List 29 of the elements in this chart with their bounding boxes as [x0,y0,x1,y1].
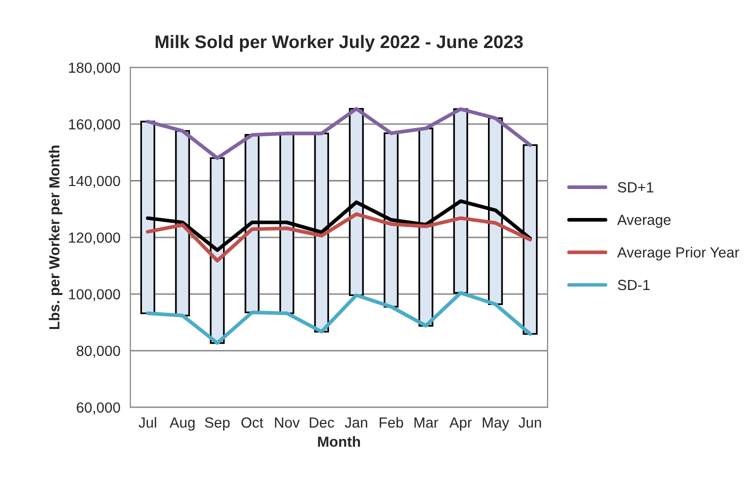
y-tick-label: 120,000 [69,232,120,245]
chart-title: Milk Sold per Worker July 2022 - June 2023 [156,34,523,52]
y-tick-label: 160,000 [69,119,120,132]
y-tick-label: 100,000 [69,289,120,302]
x-tick-label: Sep [204,417,230,431]
x-tick-label: Mar [414,418,438,428]
y-tick-label: 60,000 [76,402,120,414]
x-tick-label: Oct [241,417,264,428]
legend-label: Average [617,214,671,228]
y-tick-label: 180,000 [69,62,120,75]
y-tick-label: 80,000 [76,346,120,358]
line-series [146,212,532,262]
x-tick-label: Jul [138,417,156,428]
legend-label: SD-1 [618,280,650,290]
x-tick-label: Apr [449,418,472,431]
line-series [146,107,532,160]
x-tick-label: Jan [344,418,368,428]
line-series [146,291,532,345]
x-tick-label: Nov [275,418,300,428]
legend-label: Average Prior Year [617,246,740,260]
x-tick-label: Aug [170,418,195,431]
x-axis-title: Month [318,436,360,447]
x-tick-label: Feb [380,417,404,428]
y-axis-title: Lbs. per Worker per Month [48,146,62,330]
y-tick-label: 140,000 [69,176,120,188]
legend-label: SD+1 [618,182,654,192]
x-tick-label: May [482,418,510,431]
x-tick-label: Dec [310,418,334,428]
x-tick-label: Jun [518,418,541,428]
